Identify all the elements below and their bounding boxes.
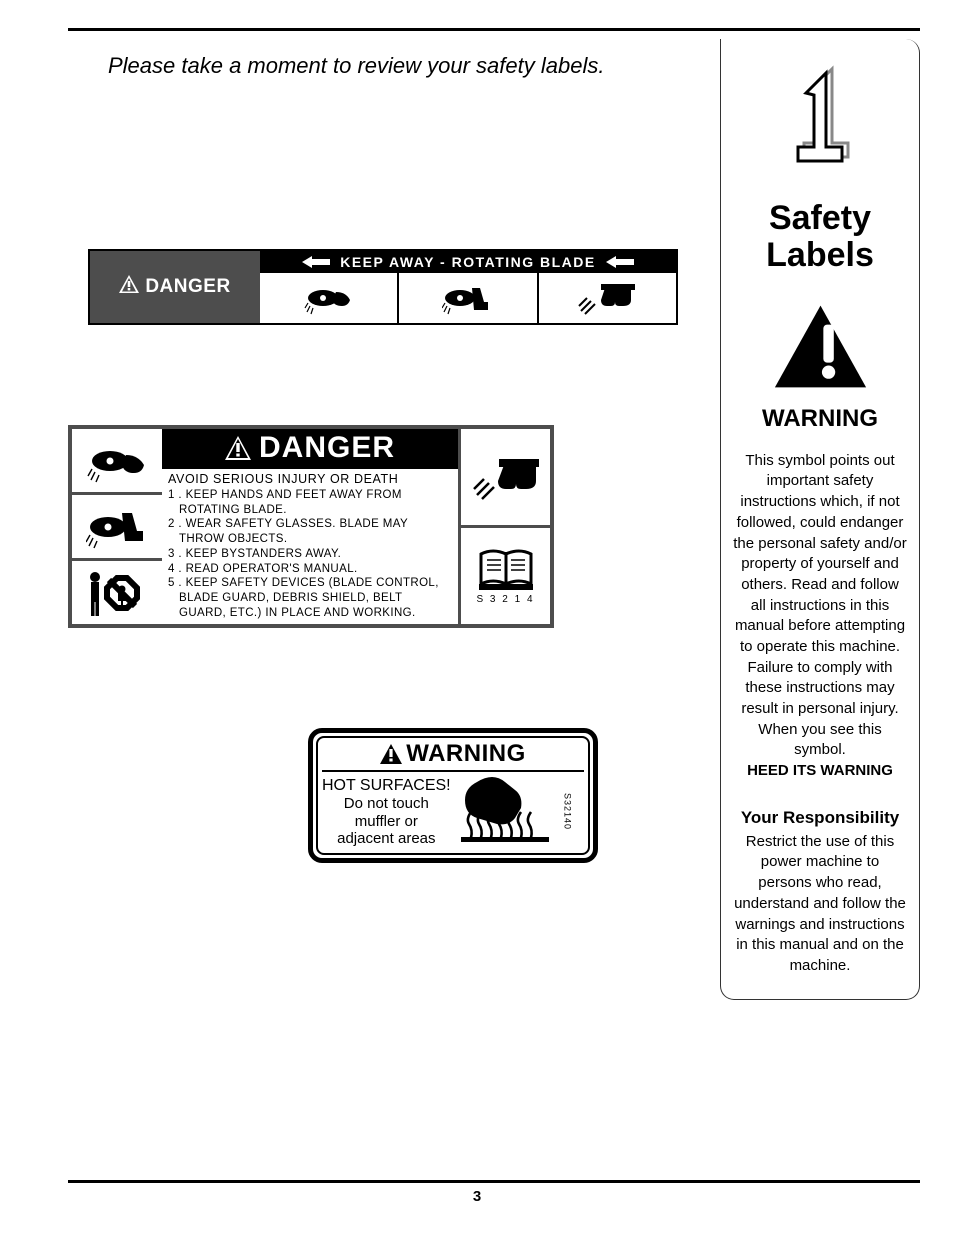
hot-line1: HOT SURFACES! bbox=[322, 777, 451, 795]
section-title: Safety Labels bbox=[733, 200, 907, 275]
top-rule bbox=[68, 28, 920, 31]
goggles-debris-icon bbox=[461, 429, 550, 528]
responsibility-body: Restrict the use of this power machine t… bbox=[733, 832, 907, 977]
bottom-rule bbox=[68, 1180, 920, 1183]
warning-body-text: This symbol points out important safety … bbox=[733, 452, 906, 759]
alert-triangle-icon bbox=[225, 436, 251, 460]
chapter-number bbox=[733, 65, 907, 170]
arrow-left-icon bbox=[606, 256, 634, 268]
danger-strip-left: DANGER bbox=[90, 251, 260, 323]
sidebar-body: This symbol points out important safety … bbox=[733, 451, 907, 782]
read-manual-icon: S 3 2 1 4 bbox=[461, 528, 550, 624]
warning-heading: WARNING bbox=[733, 405, 907, 433]
responsibility-title: Your Responsibility bbox=[733, 808, 907, 828]
blade-foot-icon bbox=[397, 273, 536, 323]
blade-hand-icon bbox=[260, 273, 397, 323]
label-part-number: S32140 bbox=[563, 793, 573, 830]
danger-heading-text: DANGER bbox=[259, 431, 395, 465]
danger-item: 2 . WEAR SAFETY GLASSES. BLADE MAY THROW… bbox=[168, 517, 452, 546]
danger-block-heading: DANGER bbox=[162, 429, 458, 469]
danger-strip-label: DANGER KEEP AWAY - ROTATING BLADE bbox=[88, 249, 700, 325]
warning-triangle-icon bbox=[733, 299, 907, 399]
page: Please take a moment to review your safe… bbox=[0, 0, 954, 1235]
danger-item: 3 . KEEP BYSTANDERS AWAY. bbox=[168, 547, 452, 562]
alert-triangle-icon bbox=[380, 744, 402, 764]
danger-subheading: AVOID SERIOUS INJURY OR DEATH bbox=[162, 469, 458, 488]
sidebar: Safety Labels WARNING This symbol points… bbox=[720, 39, 920, 1000]
alert-triangle-icon bbox=[119, 275, 139, 299]
hot-surfaces-label: WARNING HOT SURFACES! Do not touch muffl… bbox=[308, 728, 700, 863]
page-number: 3 bbox=[0, 1188, 954, 1205]
hot-surfaces-text: HOT SURFACES! Do not touch muffler or ad… bbox=[322, 777, 451, 847]
danger-block-label: DANGER AVOID SERIOUS INJURY OR DEATH 1 .… bbox=[68, 425, 700, 628]
goggles-debris-icon bbox=[537, 273, 676, 323]
danger-list: 1 . KEEP HANDS AND FEET AWAY FROM ROTATI… bbox=[162, 488, 458, 624]
keep-away-text: KEEP AWAY - ROTATING BLADE bbox=[340, 254, 596, 270]
intro-text: Please take a moment to review your safe… bbox=[108, 53, 700, 79]
hot-line4: adjacent areas bbox=[322, 830, 451, 847]
hot-line3: muffler or bbox=[322, 813, 451, 830]
danger-label: DANGER bbox=[145, 276, 230, 298]
danger-item: 4 . READ OPERATOR'S MANUAL. bbox=[168, 562, 452, 577]
blade-foot-icon bbox=[72, 495, 162, 561]
warning-heading-text: WARNING bbox=[406, 740, 526, 768]
main-content: Please take a moment to review your safe… bbox=[68, 39, 700, 1000]
label-part-number: S 3 2 1 4 bbox=[476, 594, 534, 605]
danger-item: 5 . KEEP SAFETY DEVICES (BLADE CONTROL, … bbox=[168, 576, 452, 620]
hot-line2: Do not touch bbox=[322, 795, 451, 812]
keep-away-bar: KEEP AWAY - ROTATING BLADE bbox=[260, 251, 676, 273]
arrow-left-icon bbox=[302, 256, 330, 268]
title-line: Safety bbox=[769, 199, 871, 237]
bystander-hazard-icon bbox=[72, 561, 162, 624]
danger-icon-row bbox=[260, 273, 676, 323]
hot-hand-muffler-icon bbox=[457, 774, 557, 849]
heed-warning-text: HEED ITS WARNING bbox=[747, 762, 893, 779]
blade-hand-icon bbox=[72, 429, 162, 495]
title-line: Labels bbox=[766, 236, 874, 274]
danger-item: 1 . KEEP HANDS AND FEET AWAY FROM ROTATI… bbox=[168, 488, 452, 517]
warning-heading: WARNING bbox=[322, 740, 584, 772]
